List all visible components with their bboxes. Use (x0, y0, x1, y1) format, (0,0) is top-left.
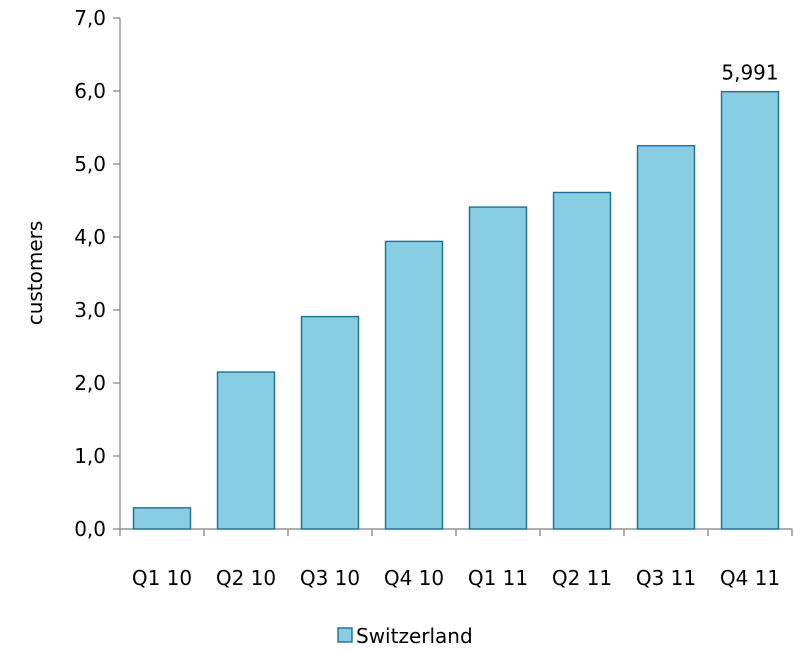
bar-q4-10 (384, 240, 444, 530)
y-tick-label: 1,0 (74, 444, 106, 468)
bar-q3-10 (300, 315, 360, 530)
x-tick-label: Q2 10 (216, 566, 276, 590)
legend-label-switzerland: Switzerland (356, 624, 473, 648)
bar-q3-11 (636, 145, 696, 530)
y-axis-title: customers (23, 221, 47, 326)
y-tick-label: 4,0 (74, 225, 106, 249)
y-tick-label: 7,0 (74, 6, 106, 30)
bars (132, 90, 780, 530)
y-axis: 0,0 1,0 2,0 3,0 4,0 5,0 6,0 7,0 (74, 6, 121, 541)
bar-q1-11 (468, 206, 528, 530)
y-tick-label: 3,0 (74, 298, 106, 322)
bar-q2-10 (216, 371, 276, 530)
x-tick-label: Q3 10 (300, 566, 360, 590)
x-tick-label: Q3 11 (636, 566, 696, 590)
bar-q4-11 (720, 90, 780, 530)
x-tick-label: Q1 11 (468, 566, 528, 590)
data-label: 5,991 (721, 61, 778, 85)
data-labels: 5,991 (721, 61, 778, 85)
legend-swatch-switzerland (337, 627, 353, 643)
y-tick-label: 6,0 (74, 79, 106, 103)
x-tick-label: Q4 10 (384, 566, 444, 590)
bar-q2-11 (552, 191, 612, 530)
bar-q1-10 (132, 507, 192, 530)
x-tick-label: Q4 11 (720, 566, 780, 590)
x-tick-label: Q1 10 (132, 566, 192, 590)
y-tick-label: 5,0 (74, 152, 106, 176)
x-axis: Q1 10 Q2 10 Q3 10 Q4 10 Q1 11 Q2 11 Q3 11 Q4 11 (119, 528, 793, 590)
legend: Switzerland (337, 624, 473, 648)
y-tick-label: 0,0 (74, 517, 106, 541)
y-tick-label: 2,0 (74, 371, 106, 395)
x-tick-label: Q2 11 (552, 566, 612, 590)
